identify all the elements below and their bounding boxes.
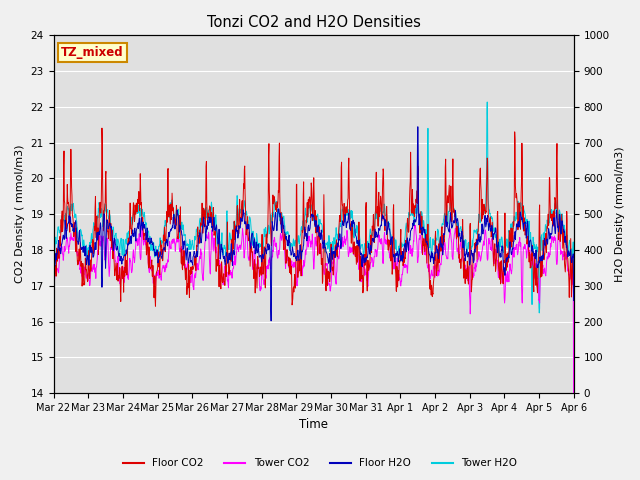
Y-axis label: CO2 Density ( mmol/m3): CO2 Density ( mmol/m3) xyxy=(15,145,25,284)
Y-axis label: H2O Density (mmol/m3): H2O Density (mmol/m3) xyxy=(615,146,625,282)
Legend: Floor CO2, Tower CO2, Floor H2O, Tower H2O: Floor CO2, Tower CO2, Floor H2O, Tower H… xyxy=(119,454,521,472)
Text: TZ_mixed: TZ_mixed xyxy=(61,46,124,59)
X-axis label: Time: Time xyxy=(299,419,328,432)
Title: Tonzi CO2 and H2O Densities: Tonzi CO2 and H2O Densities xyxy=(207,15,420,30)
